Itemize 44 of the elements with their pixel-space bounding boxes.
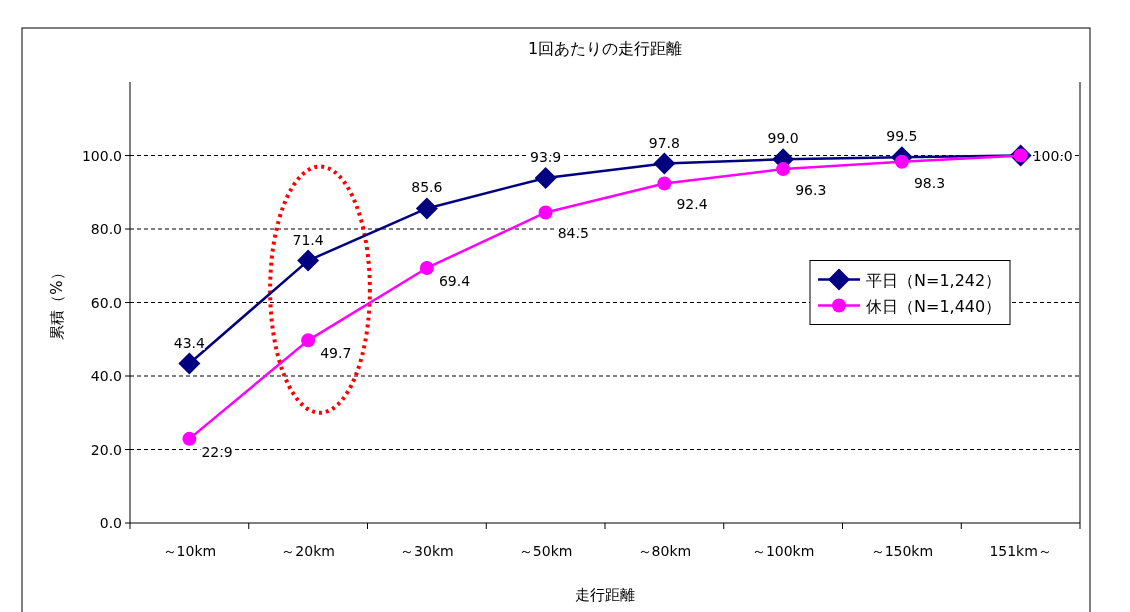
data-label: 85.6	[411, 179, 443, 196]
y-tick-label: 60.0	[90, 294, 122, 311]
point	[653, 152, 676, 175]
point	[776, 162, 791, 177]
legend-label: 休日（N=1,440）	[866, 296, 1002, 316]
data-label: 71.4	[292, 231, 324, 248]
x-tick-label: ～10km	[162, 543, 217, 559]
point	[182, 431, 197, 446]
data-label: 92.4	[676, 196, 708, 213]
point	[297, 249, 320, 272]
y-axis-title: 累積（%）	[48, 265, 66, 340]
data-label: 99.5	[886, 128, 918, 145]
x-tick-label: ～150km	[870, 543, 934, 559]
data-label: 93.9	[530, 148, 562, 165]
point	[538, 205, 553, 220]
data-label: 43.4	[173, 334, 206, 351]
point	[534, 166, 557, 189]
data-label: 84.5	[557, 225, 589, 242]
x-tick-label: ～80km	[637, 543, 692, 559]
point	[657, 176, 672, 191]
y-tick-label: 80.0	[90, 221, 122, 237]
data-label: 96.3	[795, 182, 827, 199]
data-label: 98.3	[913, 174, 946, 191]
x-tick-label: ～20km	[281, 543, 335, 559]
data-label: 49.7	[320, 345, 352, 362]
x-tick-label: ～100km	[751, 543, 815, 559]
x-tick-label: 151km～	[989, 543, 1052, 559]
point	[415, 197, 438, 220]
data-label: 69.4	[438, 272, 471, 289]
data-label: 97.8	[648, 134, 680, 151]
y-tick-label: 40.0	[90, 368, 122, 384]
point	[419, 260, 434, 275]
point	[894, 154, 909, 169]
legend-label: 平日（N=1,242）	[866, 270, 1002, 290]
point	[301, 333, 316, 348]
x-axis-title: 走行距離	[575, 586, 635, 604]
x-tick-label: ～50km	[518, 543, 573, 559]
point	[178, 352, 201, 375]
data-label: 99.0	[767, 130, 799, 147]
y-tick-label: 0.0	[99, 515, 122, 531]
y-tick-label: 100.0	[81, 147, 122, 164]
x-tick-label: ～30km	[400, 543, 454, 559]
y-tick-label: 20.0	[90, 441, 122, 458]
chart-title: 1回あたりの走行距離	[527, 39, 683, 58]
